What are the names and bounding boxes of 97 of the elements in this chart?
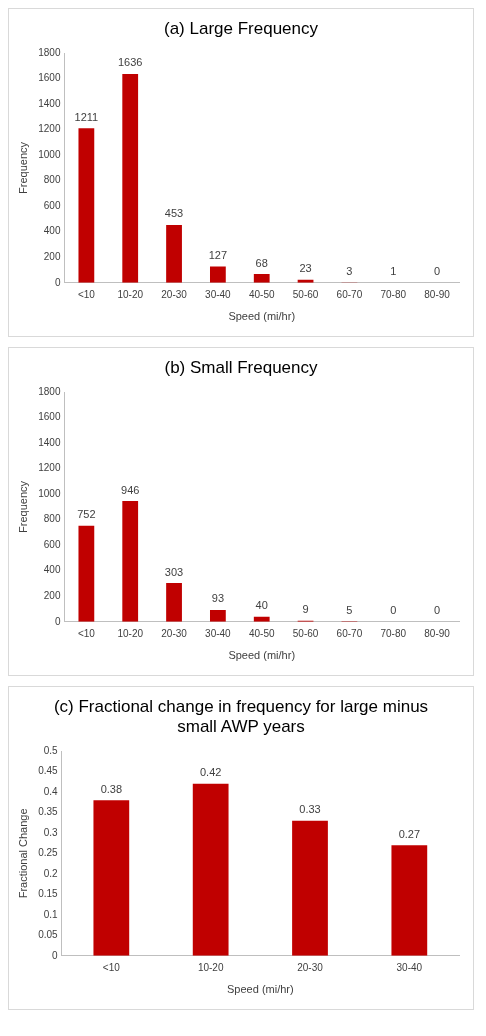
y-tick-label: 0 (54, 615, 61, 627)
y-tick-label: 0.4 (43, 785, 59, 797)
x-tick-label: 70-80 (380, 288, 407, 300)
data-label: 23 (299, 262, 312, 275)
x-tick-label: 70-80 (380, 627, 407, 639)
data-label: 5 (346, 603, 353, 616)
x-tick-label: 10-20 (197, 961, 224, 973)
data-label: 0.42 (199, 766, 222, 779)
y-tick-label: 0 (52, 949, 59, 961)
chart-title: (c) Fractional change in frequency for large minus small AWP years (52, 696, 430, 738)
bar (391, 845, 428, 956)
x-tick-label: 80-90 (424, 288, 451, 300)
y-tick-label: 0.35 (38, 806, 59, 818)
data-label: 453 (164, 207, 184, 220)
x-axis-title: Speed (mi/hr) (228, 649, 296, 662)
bar (78, 525, 95, 622)
y-tick-label: 1200 (38, 123, 61, 135)
y-tick-label: 0.15 (38, 888, 59, 900)
data-label: 0.33 (299, 803, 321, 816)
x-tick-label: <10 (77, 288, 96, 300)
y-tick-label: 400 (43, 564, 61, 576)
data-label: 1636 (117, 56, 143, 69)
x-tick-label: <10 (77, 627, 96, 639)
x-tick-label: 50-60 (292, 288, 319, 300)
data-label: 9 (302, 603, 309, 616)
bar (122, 501, 139, 622)
x-tick-label: 20-30 (297, 961, 324, 973)
y-tick-label: 1000 (38, 148, 61, 160)
x-tick-label: 20-30 (161, 627, 188, 639)
x-tick-label: 10-20 (117, 627, 144, 639)
bar (192, 783, 229, 956)
y-tick-label: 1800 (38, 385, 61, 397)
data-label: 946 (121, 483, 140, 496)
y-tick-label: 1800 (38, 46, 61, 58)
data-label: 0.38 (100, 782, 123, 795)
data-label: 3 (346, 264, 353, 277)
bar (93, 800, 130, 956)
x-tick-label: 30-40 (205, 627, 232, 639)
y-axis-title: Frequency (16, 141, 29, 194)
data-label: 1 (390, 265, 397, 278)
y-axis-title: Fractional Change (16, 808, 29, 899)
bar (122, 73, 139, 283)
y-tick-label: 400 (43, 225, 61, 237)
y-tick-label: 1400 (38, 436, 61, 448)
data-label: 0.27 (398, 827, 421, 840)
bar (78, 128, 95, 283)
x-tick-label: <10 (102, 961, 121, 973)
x-tick-label: 60-70 (336, 288, 363, 300)
y-tick-label: 600 (43, 538, 61, 550)
x-tick-label: 20-30 (161, 288, 188, 300)
data-label: 0 (390, 604, 397, 617)
x-tick-label: 30-40 (205, 288, 232, 300)
y-tick-label: 0.05 (38, 929, 59, 941)
y-tick-label: 0.3 (43, 826, 59, 838)
x-axis-title: Speed (mi/hr) (228, 310, 296, 323)
data-label: 93 (211, 592, 225, 605)
x-tick-label: 10-20 (117, 288, 144, 300)
data-label: 127 (208, 249, 228, 262)
data-label: 0 (434, 604, 441, 617)
bar (209, 609, 226, 622)
data-label: 303 (164, 565, 184, 578)
bar (209, 266, 226, 283)
y-tick-label: 1200 (38, 462, 61, 474)
data-label: 1211 (74, 110, 99, 123)
x-tick-label: 30-40 (396, 961, 423, 973)
x-tick-label: 80-90 (424, 627, 451, 639)
y-tick-label: 600 (43, 199, 61, 211)
y-tick-label: 800 (43, 513, 61, 525)
y-tick-label: 0.45 (38, 765, 59, 777)
bar (166, 224, 182, 283)
x-tick-label: 40-50 (248, 627, 275, 639)
bar (292, 820, 328, 956)
x-tick-label: 40-50 (248, 288, 275, 300)
x-tick-label: 60-70 (336, 627, 363, 639)
chart-title: (b) Small Frequency (163, 357, 319, 379)
bar (253, 274, 270, 283)
data-label: 40 (255, 599, 268, 612)
y-tick-label: 200 (43, 251, 61, 263)
x-axis-title: Speed (mi/hr) (227, 983, 294, 996)
data-label: 68 (255, 256, 268, 269)
y-tick-label: 0.1 (43, 908, 59, 920)
y-tick-label: 800 (43, 174, 61, 186)
data-label: 0 (434, 265, 441, 278)
y-tick-label: 1600 (38, 72, 61, 84)
y-axis-title: Frequency (16, 480, 29, 533)
y-tick-label: 0.2 (43, 867, 59, 879)
y-tick-label: 0.25 (38, 847, 59, 859)
x-tick-label: 50-60 (292, 627, 319, 639)
y-tick-label: 0.5 (43, 744, 59, 756)
bar (166, 583, 182, 622)
y-tick-label: 1400 (38, 97, 61, 109)
y-tick-label: 0 (54, 276, 61, 288)
y-tick-label: 1600 (38, 411, 61, 423)
data-label: 752 (77, 508, 96, 521)
chart-title: (a) Large Frequency (163, 18, 319, 40)
y-tick-label: 1000 (38, 487, 61, 499)
y-tick-label: 200 (43, 590, 61, 602)
